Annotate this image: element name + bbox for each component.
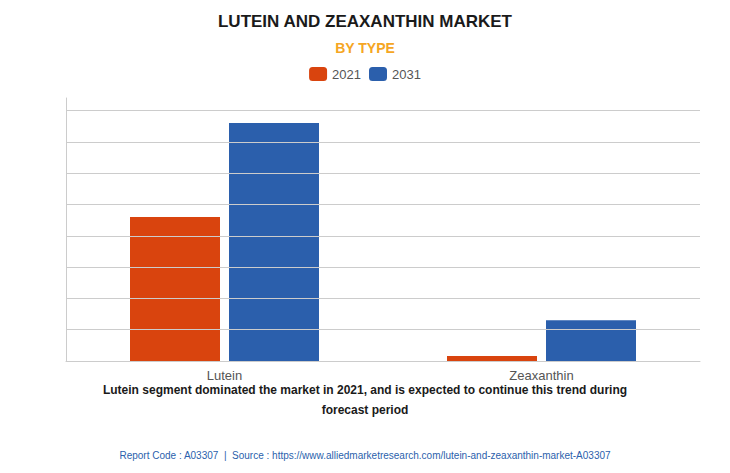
svg-text:Report Code : A03307 | Sourc: Report Code : A03307 | Source : https://…	[119, 450, 611, 461]
svg-text:Lutein: Lutein	[207, 368, 242, 383]
svg-text:Lutein segment dominated the m: Lutein segment dominated the market in 2…	[103, 383, 627, 397]
svg-text:Zeaxanthin: Zeaxanthin	[509, 368, 573, 383]
svg-text:forecast period: forecast period	[322, 403, 409, 417]
svg-text:2021: 2021	[332, 67, 361, 82]
svg-text:BY TYPE: BY TYPE	[335, 40, 395, 56]
svg-text:LUTEIN AND ZEAXANTHIN MARKET: LUTEIN AND ZEAXANTHIN MARKET	[218, 12, 513, 31]
svg-text:2031: 2031	[392, 67, 421, 82]
